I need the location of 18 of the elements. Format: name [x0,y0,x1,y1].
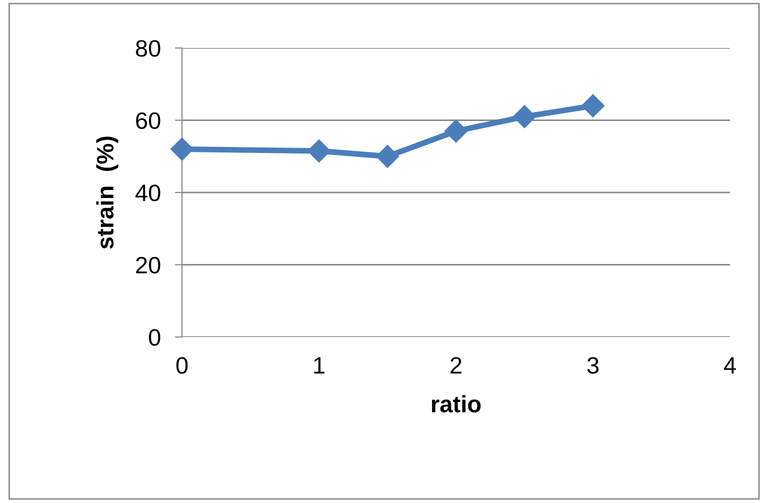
y-tick-label: 0 [148,329,160,346]
point [170,138,194,161]
x-tick-label: 4 [724,357,736,374]
x-axis-title: ratio [432,395,481,412]
point [513,105,536,128]
x-tick-label: 3 [587,357,599,374]
x-tick-label: 0 [176,357,188,374]
x-tick-label: 2 [450,357,462,374]
point [376,144,399,168]
y-axis-title: strain (%) [96,136,118,249]
point [582,94,604,118]
point [444,120,468,143]
y-tick-label: 40 [135,184,160,202]
y-tick-label: 80 [136,40,160,57]
y-tick-label: 20 [136,256,160,274]
point [308,139,330,162]
y-tick-label: 60 [136,112,160,130]
x-tick-label: 1 [314,357,324,374]
